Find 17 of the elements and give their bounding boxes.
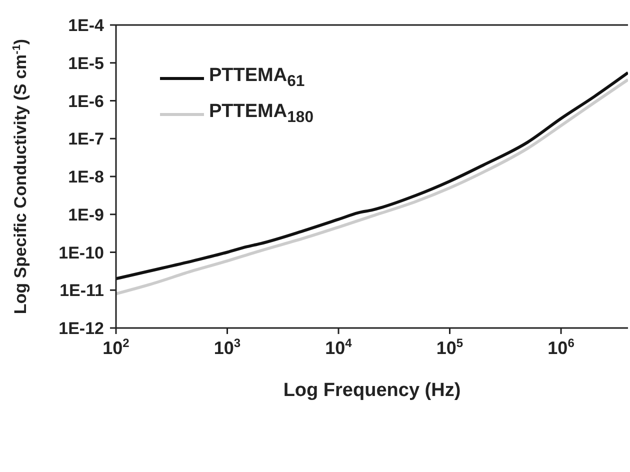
y-tick-label: 1E-4 xyxy=(68,16,105,35)
y-tick-label: 1E-9 xyxy=(68,205,104,224)
legend-label: PTTEMA$_{180}$ xyxy=(209,101,314,127)
y-tick-label: 1E-12 xyxy=(58,319,104,338)
y-tick-label: 1E-7 xyxy=(68,130,104,149)
x-tick-label: 10$^{2}$ xyxy=(102,336,130,358)
y-tick-label: 1E-6 xyxy=(68,92,104,111)
legend-label: PTTEMA$_{61}$ xyxy=(209,65,305,91)
x-tick-label: 10$^{3}$ xyxy=(214,336,241,358)
x-tick-label: 10$^{6}$ xyxy=(548,336,575,358)
y-tick-label: 1E-5 xyxy=(68,54,104,73)
x-axis-title: Log Frequency (Hz) xyxy=(283,380,461,401)
y-tick-label: 1E-11 xyxy=(60,281,104,300)
y-tick-label: 1E-8 xyxy=(68,168,104,186)
y-tick-label: 1E-10 xyxy=(58,243,104,262)
x-tick-label: 10$^{5}$ xyxy=(436,336,464,358)
x-tick-label: 10$^{4}$ xyxy=(325,336,352,358)
